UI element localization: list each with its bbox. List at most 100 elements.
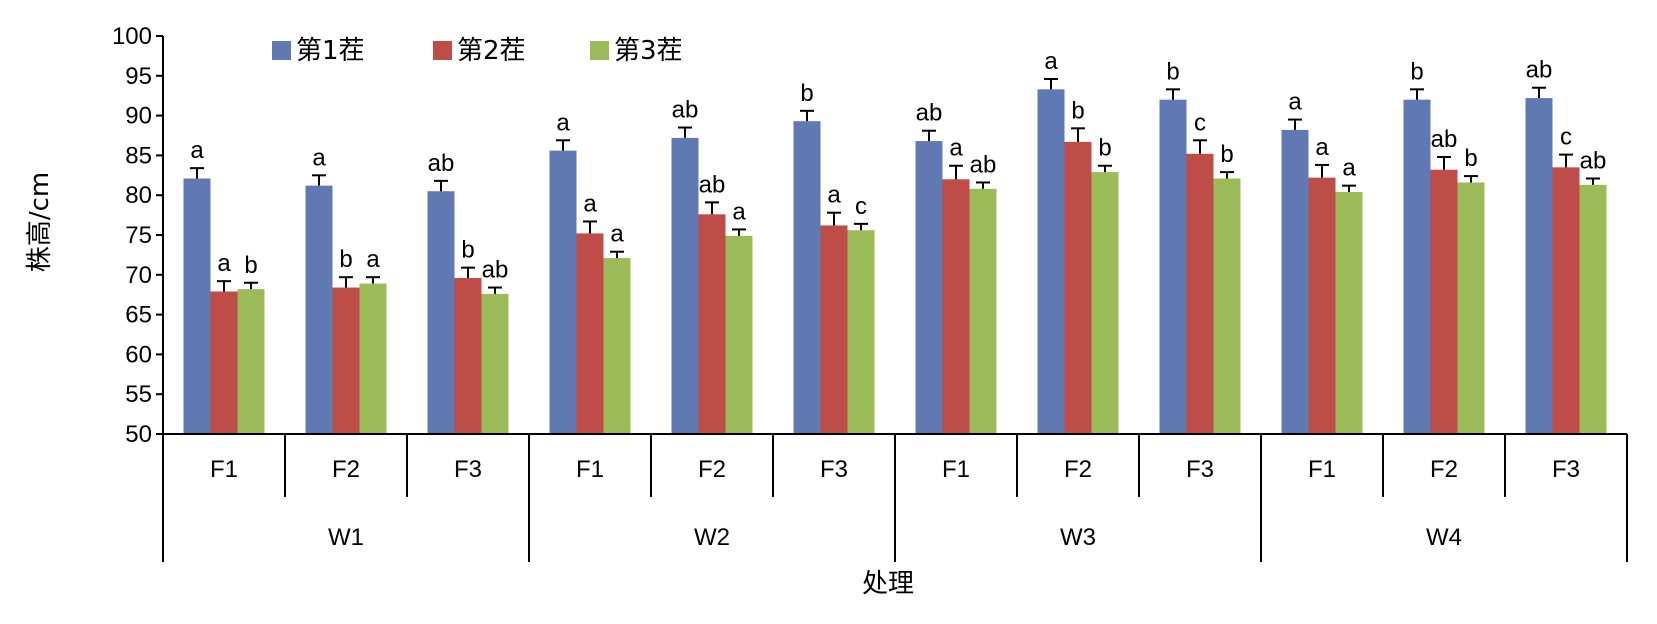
bar: [332, 287, 360, 434]
x-category-label: F2: [1430, 456, 1458, 483]
significance-label: ab: [1526, 57, 1553, 84]
x-group-label: W4: [1426, 524, 1462, 551]
x-category-label: F3: [1186, 456, 1214, 483]
x-axis: F1 F2 F3 W1 F1 F2 F3 W2 F1 F2 F3 W3 F1 F2 F3 W4: [162, 433, 1628, 562]
legend-swatch: [590, 41, 609, 60]
significance-label: ab: [970, 151, 997, 178]
significance-label: ab: [1431, 126, 1458, 153]
legend-swatch: [433, 41, 452, 60]
significance-label: a: [610, 221, 624, 248]
bar: [237, 289, 265, 434]
significance-label: b: [339, 246, 352, 273]
y-tick-label: 100: [112, 23, 152, 50]
bar: [1552, 167, 1580, 434]
significance-label: a: [732, 198, 746, 225]
significance-label: a: [1288, 89, 1302, 116]
bar: [305, 185, 333, 434]
significance-label: b: [461, 237, 474, 264]
significance-label: c: [1560, 124, 1572, 151]
x-category-label: F3: [820, 456, 848, 483]
bar: [725, 235, 753, 434]
x-category-label: F1: [942, 456, 970, 483]
bar: [1281, 129, 1309, 435]
x-axis-title: 处理: [862, 569, 914, 599]
significance-label: a: [583, 190, 597, 217]
significance-label: c: [1194, 109, 1206, 136]
legend-swatch: [272, 41, 291, 60]
y-tick-label: 75: [125, 222, 152, 249]
significance-label: a: [366, 246, 380, 273]
bar: [1308, 177, 1336, 435]
y-tick-label: 55: [125, 381, 152, 408]
significance-label: b: [244, 252, 257, 279]
bar: [1091, 172, 1119, 434]
bar: [576, 233, 604, 434]
legend-label: 第2茬: [457, 36, 526, 66]
legend-label: 第1茬: [296, 36, 365, 66]
bar: [969, 188, 997, 434]
significance-label: a: [556, 109, 570, 136]
bar: [549, 150, 577, 434]
significance-label: b: [1166, 58, 1179, 85]
bar: [481, 293, 509, 434]
bar: [1457, 182, 1485, 434]
legend-label: 第3茬: [614, 36, 683, 66]
x-category-label: F3: [1552, 456, 1580, 483]
bar: [210, 291, 238, 434]
legend: 第1茬 第2茬 第3茬: [272, 36, 683, 66]
significance-label: b: [1071, 97, 1084, 124]
y-tick-label: 95: [125, 63, 152, 90]
x-category-label: F1: [210, 456, 238, 483]
y-tick-label: 90: [125, 103, 152, 130]
significance-label: b: [1410, 58, 1423, 85]
bar: [793, 121, 821, 434]
significance-label: a: [1044, 48, 1058, 75]
significance-label: b: [1220, 141, 1233, 168]
bar: [1430, 169, 1458, 434]
x-group-label: W3: [1060, 524, 1096, 551]
significance-label: a: [190, 137, 204, 164]
significance-label: a: [1342, 155, 1356, 182]
bar: [427, 191, 455, 434]
significance-label: b: [1098, 135, 1111, 162]
significance-label: a: [949, 135, 963, 162]
bar: [1037, 89, 1065, 434]
significance-label: a: [312, 144, 326, 171]
significance-label: b: [1464, 145, 1477, 172]
significance-label: ab: [699, 171, 726, 198]
x-category-label: F3: [454, 456, 482, 483]
significance-label: a: [1315, 134, 1329, 161]
significance-label: b: [800, 80, 813, 107]
x-category-label: F2: [1064, 456, 1092, 483]
bar: [1213, 178, 1241, 434]
bar: [671, 137, 699, 434]
significance-label: a: [827, 182, 841, 209]
y-tick-label: 80: [125, 182, 152, 209]
x-group-label: W2: [694, 524, 730, 551]
x-category-label: F1: [1308, 456, 1336, 483]
bar: [359, 283, 387, 434]
significance-label: ab: [428, 150, 455, 177]
x-group-label: W1: [328, 524, 364, 551]
y-tick-label: 60: [125, 341, 152, 368]
significance-label: ab: [916, 100, 943, 127]
significance-label: ab: [672, 97, 699, 124]
significance-label: ab: [1580, 147, 1607, 174]
bar: [1525, 98, 1553, 434]
bar: [915, 141, 943, 434]
y-tick-label: 70: [125, 262, 152, 289]
bar: [454, 277, 482, 434]
bar: [820, 225, 848, 434]
significance-label: a: [217, 250, 231, 277]
y-axis: 50 55 60 65 70 75 80 85 90 95 100: [112, 23, 164, 448]
y-axis-title: 株高/cm: [25, 172, 55, 272]
bar: [1159, 99, 1187, 435]
y-tick-label: 50: [125, 421, 152, 448]
bar: [1335, 192, 1363, 434]
x-category-label: F2: [698, 456, 726, 483]
